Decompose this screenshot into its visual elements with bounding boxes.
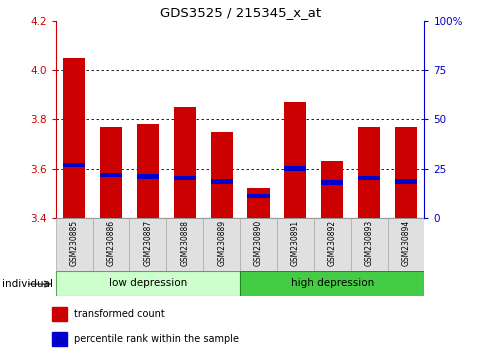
Bar: [136, 124, 159, 218]
Bar: [166, 218, 203, 271]
Bar: [247, 188, 269, 218]
Text: transformed count: transformed count: [74, 309, 164, 319]
Text: GSM230889: GSM230889: [217, 220, 226, 266]
Bar: [240, 271, 424, 296]
Bar: [136, 174, 159, 179]
Text: GSM230887: GSM230887: [143, 220, 152, 266]
Bar: [100, 127, 122, 218]
Bar: [247, 194, 269, 198]
Bar: [52, 307, 67, 321]
Bar: [284, 166, 306, 171]
Text: GSM230892: GSM230892: [327, 220, 336, 266]
Bar: [350, 218, 387, 271]
Bar: [357, 176, 379, 180]
Text: GSM230893: GSM230893: [364, 220, 373, 266]
Bar: [276, 218, 313, 271]
Text: GSM230885: GSM230885: [70, 220, 78, 266]
Text: GSM230891: GSM230891: [290, 220, 299, 266]
Bar: [92, 218, 129, 271]
Bar: [173, 107, 196, 218]
Bar: [240, 218, 276, 271]
Bar: [100, 172, 122, 177]
Bar: [173, 176, 196, 180]
Bar: [56, 218, 92, 271]
Text: GSM230888: GSM230888: [180, 220, 189, 266]
Bar: [320, 181, 343, 185]
Bar: [56, 271, 240, 296]
Bar: [210, 179, 232, 184]
Text: individual: individual: [2, 279, 53, 289]
Title: GDS3525 / 215345_x_at: GDS3525 / 215345_x_at: [159, 6, 320, 19]
Bar: [394, 127, 416, 218]
Text: low depression: low depression: [108, 278, 187, 288]
Text: high depression: high depression: [290, 278, 373, 288]
Text: percentile rank within the sample: percentile rank within the sample: [74, 334, 238, 344]
Bar: [210, 132, 232, 218]
Bar: [320, 161, 343, 218]
Bar: [63, 163, 85, 167]
Bar: [284, 102, 306, 218]
Text: GSM230894: GSM230894: [401, 220, 409, 266]
Bar: [394, 179, 416, 184]
Text: GSM230890: GSM230890: [254, 220, 262, 266]
Bar: [203, 218, 240, 271]
Bar: [129, 218, 166, 271]
Bar: [357, 127, 379, 218]
Bar: [63, 58, 85, 218]
Bar: [52, 332, 67, 346]
Bar: [313, 218, 350, 271]
Bar: [387, 218, 424, 271]
Text: GSM230886: GSM230886: [106, 220, 115, 266]
